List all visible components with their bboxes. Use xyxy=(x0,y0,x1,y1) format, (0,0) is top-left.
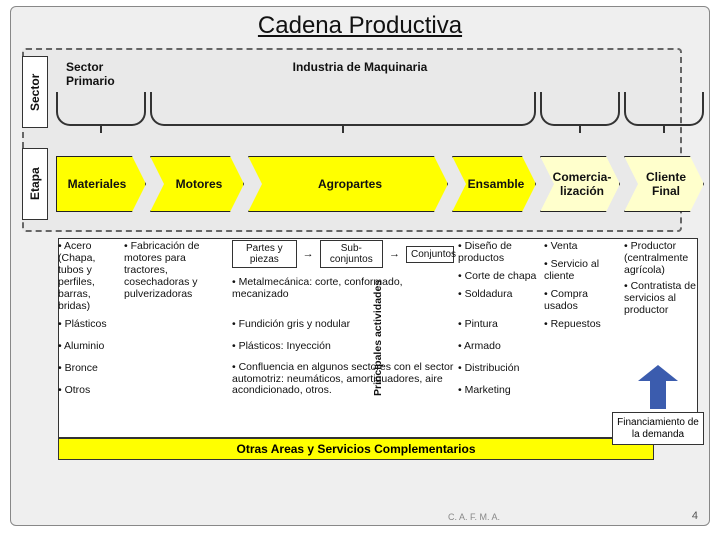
arrow-icon: → xyxy=(303,248,314,260)
brace-0 xyxy=(56,92,146,126)
stage-agropartes: Agropartes xyxy=(248,156,448,212)
brace-1 xyxy=(150,92,536,126)
row-label-etapa: Etapa xyxy=(22,148,48,220)
mat-bronce: • Bronce xyxy=(58,362,122,374)
financiamiento-box: Financiamiento de la demanda xyxy=(612,412,704,445)
com-repuestos: • Repuestos xyxy=(544,318,622,330)
brace-3 xyxy=(624,92,704,126)
act-com-0: • Venta • Servicio al cliente • Compra u… xyxy=(544,240,622,312)
agropartes-box-2: Conjuntos xyxy=(406,246,454,263)
brace-2 xyxy=(540,92,620,126)
row-label-sector: Sector xyxy=(22,56,48,128)
page-number: 4 xyxy=(692,510,698,522)
slide-title: Cadena Productiva xyxy=(0,12,720,40)
stage-motores: Motores xyxy=(150,156,244,212)
act-cli-0: • Productor (centralmente agrícola) • Co… xyxy=(624,240,698,316)
mat-otros: • Otros xyxy=(58,384,122,396)
stage-materiales: Materiales xyxy=(56,156,146,212)
sector-maquinaria: Industria de Maquinaria xyxy=(250,60,470,74)
agropartes-box-0: Partes y piezas xyxy=(232,240,297,268)
agro-plasticos: • Plásticos: Inyección xyxy=(232,340,454,352)
ens-marketing: • Marketing xyxy=(458,384,542,396)
sector-primario: Sector Primario xyxy=(66,60,146,88)
mat-aluminio: • Aluminio xyxy=(58,340,122,352)
ens-distrib: • Distribución xyxy=(458,362,542,374)
act-materiales-main: • Acero (Chapa, tubos y perfiles, barras… xyxy=(58,240,122,312)
up-arrow-icon xyxy=(638,365,678,409)
act-ensamble-0: • Diseño de productos • Corte de chapa •… xyxy=(458,240,542,300)
ens-pintura: • Pintura xyxy=(458,318,542,330)
agropartes-box-1: Sub- conjuntos xyxy=(320,240,383,268)
arrow-icon: → xyxy=(389,248,400,260)
otras-areas-bar: Otras Areas y Servicios Complementarios xyxy=(58,438,654,460)
agro-fundicion: • Fundición gris y nodular xyxy=(232,318,454,330)
activities-grid: • Acero (Chapa, tubos y perfiles, barras… xyxy=(58,240,698,406)
footer-org: C. A. F. M. A. xyxy=(448,512,500,522)
ens-armado: • Armado xyxy=(458,340,542,352)
agro-line-0: • Metalmecánica: corte, conformado, meca… xyxy=(232,276,454,300)
mat-plasticos: • Plásticos xyxy=(58,318,122,330)
act-motores: • Fabricación de motores para tractores,… xyxy=(124,240,228,300)
act-agropartes-boxes: Partes y piezas → Sub- conjuntos → Conjuntos… xyxy=(232,240,454,300)
